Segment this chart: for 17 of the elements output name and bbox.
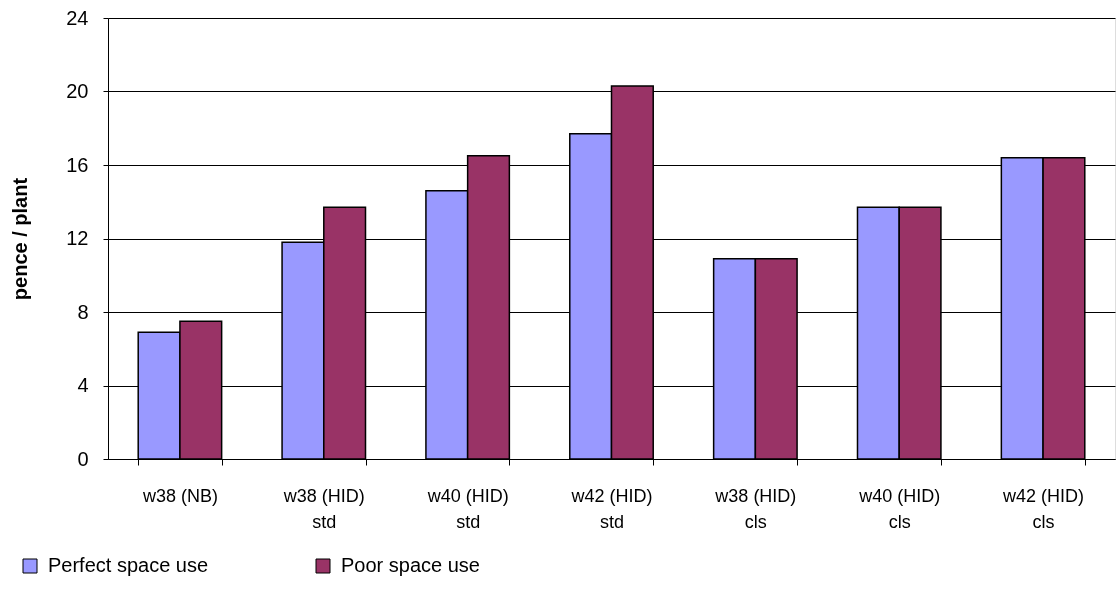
y-tick-label: 4: [77, 374, 89, 396]
legend-label: Perfect space use: [48, 554, 209, 576]
x-tick-label: w38 (HID) cls: [714, 485, 797, 532]
y-tick-label: 20: [66, 80, 89, 102]
x-tick-label: w42 (HID) std: [570, 485, 653, 532]
y-axis-title: pence / plant: [9, 177, 32, 301]
x-tick-label: w38 (NB): [141, 485, 218, 506]
x-tick-label: w40 (HID) std: [426, 485, 509, 532]
x-tick-label: w38 (HID) std: [282, 485, 365, 532]
x-tick-label: w40 (HID) cls: [858, 485, 941, 532]
y-tick-label: 8: [77, 300, 89, 323]
y-tick-label: 16: [66, 153, 89, 176]
y-tick-label: 24: [66, 6, 89, 29]
y-tick-label: 12: [66, 227, 89, 249]
legend-label: Poor space use: [341, 554, 480, 576]
x-tick-label: w42 (HID) cls: [1002, 485, 1085, 532]
y-tick-label: 0: [77, 447, 89, 470]
